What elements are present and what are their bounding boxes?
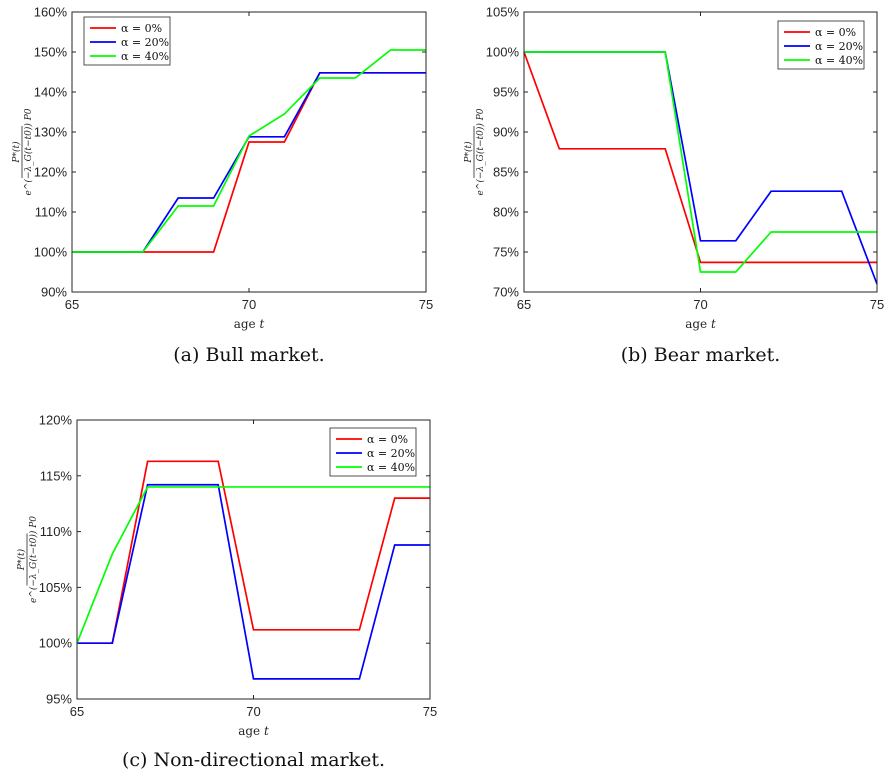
chart-panel-bull: 90% 100% 110% 120% 130% 140% 150% 160% 65 70 75 age… xyxy=(11,5,433,367)
legend-label: α = 40% xyxy=(815,54,863,67)
axes-box xyxy=(76,419,431,700)
series-line-0pct xyxy=(77,460,430,645)
y-tick-label: 90% xyxy=(493,125,519,140)
chart-panel-bear: 70% 75% 80% 85% 90% 95% 100% 105% 65 70 75 age t P*(… xyxy=(463,5,884,367)
legend-label: α = 0% xyxy=(815,26,856,39)
y-tick-label: 75% xyxy=(493,245,519,260)
y-tick-label: 95% xyxy=(493,85,519,100)
axes-box xyxy=(523,11,878,293)
chart-panel-nondirectional: 95% 100% 105% 110% 115% 120% 65 70 75 age t P*(t) e… xyxy=(16,413,437,772)
svg-text:e^(−λ_G(t−t0)) P0: e^(−λ_G(t−t0)) P0 xyxy=(28,516,39,603)
x-tick-label: 75 xyxy=(419,297,433,312)
y-tick-label: 130% xyxy=(34,125,68,140)
y-tick-label: 120% xyxy=(39,413,73,428)
y-tick-label: 120% xyxy=(34,165,68,180)
axes-box xyxy=(71,11,427,293)
panel-caption: (b) Bear market. xyxy=(621,344,781,366)
y-tick-label: 140% xyxy=(34,85,68,100)
x-axis-label: age t xyxy=(234,317,265,331)
series-line-20pct xyxy=(77,483,430,680)
panel-caption: (c) Non-directional market. xyxy=(122,749,385,771)
y-tick-label: 70% xyxy=(493,285,519,300)
y-tick-label: 100% xyxy=(34,245,68,260)
x-axis-label: age t xyxy=(685,317,716,331)
svg-text:e^(−λ_G(t−t0)) P0: e^(−λ_G(t−t0)) P0 xyxy=(475,108,486,195)
x-tick-label: 70 xyxy=(693,297,707,312)
series-line-0pct xyxy=(523,51,877,264)
legend: α = 0%α = 20%α = 40% xyxy=(83,16,171,66)
x-tick-label: 65 xyxy=(70,704,84,719)
series-line-40pct xyxy=(72,49,426,253)
y-tick-label: 95% xyxy=(46,692,72,707)
x-tick-label: 75 xyxy=(870,297,884,312)
legend-label: α = 0% xyxy=(121,22,162,35)
y-tick-label: 85% xyxy=(493,165,519,180)
y-tick-label: 100% xyxy=(486,45,520,60)
y-tick-label: 80% xyxy=(493,205,519,220)
svg-text:P*(t): P*(t) xyxy=(11,141,22,164)
y-tick-label: 150% xyxy=(34,45,68,60)
x-tick-label: 65 xyxy=(65,297,79,312)
x-tick-label: 70 xyxy=(246,704,260,719)
y-tick-label: 110% xyxy=(35,205,68,220)
y-tick-label: 110% xyxy=(40,524,73,539)
x-tick-label: 70 xyxy=(242,297,256,312)
series-line-40pct xyxy=(76,486,430,644)
x-tick-label: 65 xyxy=(517,297,531,312)
y-axis-label: P*(t) e^(−λ_G(t−t0)) P0 xyxy=(463,108,486,195)
y-tick-label: 160% xyxy=(34,5,68,20)
y-axis-label: P*(t) e^(−λ_G(t−t0)) P0 xyxy=(11,108,34,195)
legend-label: α = 20% xyxy=(367,447,415,460)
svg-text:e^(−λ_G(t−t0)) P0: e^(−λ_G(t−t0)) P0 xyxy=(23,108,34,195)
legend: α = 0%α = 20%α = 40% xyxy=(777,20,865,70)
legend-label: α = 40% xyxy=(367,461,415,474)
y-axis-label: P*(t) e^(−λ_G(t−t0)) P0 xyxy=(16,516,39,603)
svg-text:P*(t): P*(t) xyxy=(16,548,27,571)
legend-label: α = 40% xyxy=(121,50,169,63)
y-tick-label: 105% xyxy=(486,5,520,20)
y-tick-label: 100% xyxy=(39,636,73,651)
y-tick-label: 115% xyxy=(40,468,73,483)
legend: α = 0%α = 20%α = 40% xyxy=(329,427,417,477)
x-tick-label: 75 xyxy=(423,704,437,719)
legend-label: α = 20% xyxy=(121,36,169,49)
x-axis-label: age t xyxy=(238,724,269,738)
legend-label: α = 0% xyxy=(367,433,408,446)
y-tick-label: 105% xyxy=(39,580,73,595)
svg-text:P*(t): P*(t) xyxy=(463,141,474,164)
y-tick-label: 90% xyxy=(41,285,67,300)
series-line-40pct xyxy=(524,51,877,273)
panel-caption: (a) Bull market. xyxy=(173,344,324,366)
legend-label: α = 20% xyxy=(815,40,863,53)
